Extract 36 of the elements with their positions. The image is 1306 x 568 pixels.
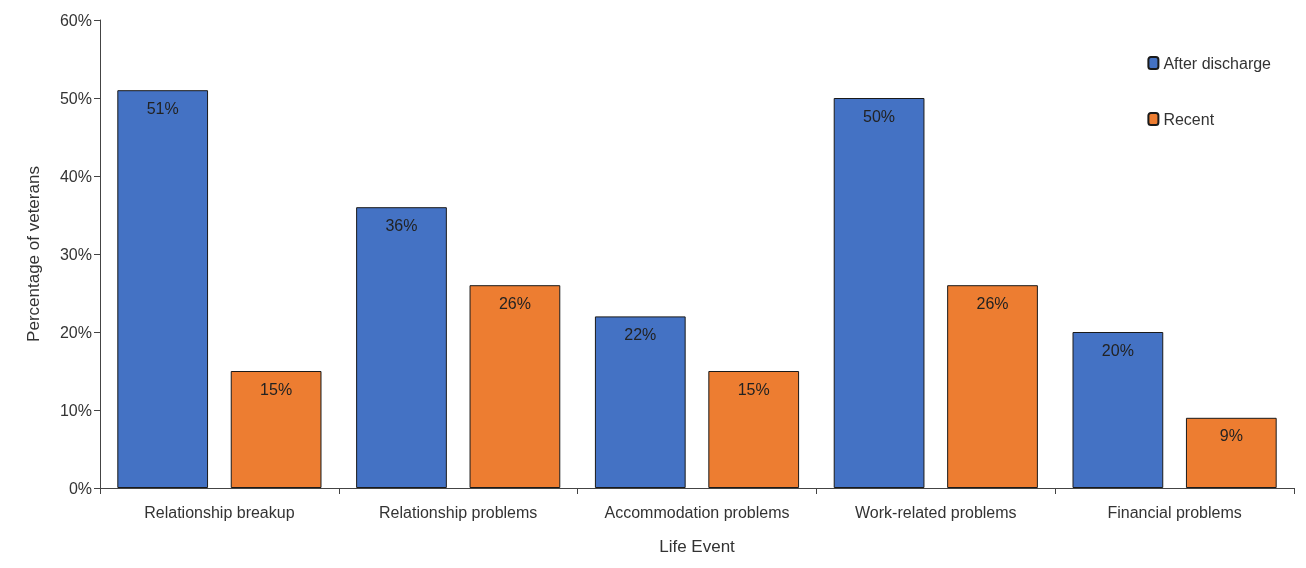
bar — [117, 90, 209, 488]
y-tick-label: 30% — [59, 245, 92, 263]
data-label: 36% — [385, 216, 418, 234]
data-label: 26% — [498, 294, 531, 312]
data-label: 15% — [737, 380, 770, 398]
y-tick-label: 60% — [59, 11, 92, 29]
bar — [947, 285, 1038, 488]
bar — [594, 316, 686, 488]
y-tick-label: 40% — [59, 167, 92, 185]
bar — [356, 207, 447, 488]
x-axis-title: Life Event — [659, 537, 736, 556]
x-tick-label: Relationship breakup — [144, 503, 295, 521]
x-tick-label: Accommodation problems — [604, 503, 790, 521]
data-label: 26% — [976, 294, 1009, 312]
data-label: 15% — [260, 380, 293, 398]
bar — [708, 371, 800, 488]
bar — [1072, 332, 1164, 488]
x-tick-label: Financial problems — [1107, 503, 1242, 521]
bar — [1185, 417, 1277, 488]
legend-label: After discharge — [1163, 54, 1272, 72]
y-tick-label: 10% — [59, 401, 92, 419]
legend-label: Recent — [1163, 110, 1215, 128]
bar — [833, 98, 925, 488]
y-tick-label: 0% — [68, 479, 92, 497]
y-axis-title: Percentage of veterans — [24, 166, 43, 342]
data-label: 20% — [1101, 341, 1134, 359]
data-label: 50% — [863, 107, 896, 125]
x-tick-label: Relationship problems — [379, 503, 538, 521]
data-label: 51% — [146, 99, 179, 117]
data-label: 22% — [624, 325, 657, 343]
y-tick-label: 50% — [59, 89, 92, 107]
x-tick-label: Work-related problems — [855, 503, 1017, 521]
bar — [230, 371, 322, 488]
bar — [469, 285, 561, 488]
data-label: 9% — [1219, 427, 1243, 445]
y-tick-label: 20% — [59, 323, 92, 341]
